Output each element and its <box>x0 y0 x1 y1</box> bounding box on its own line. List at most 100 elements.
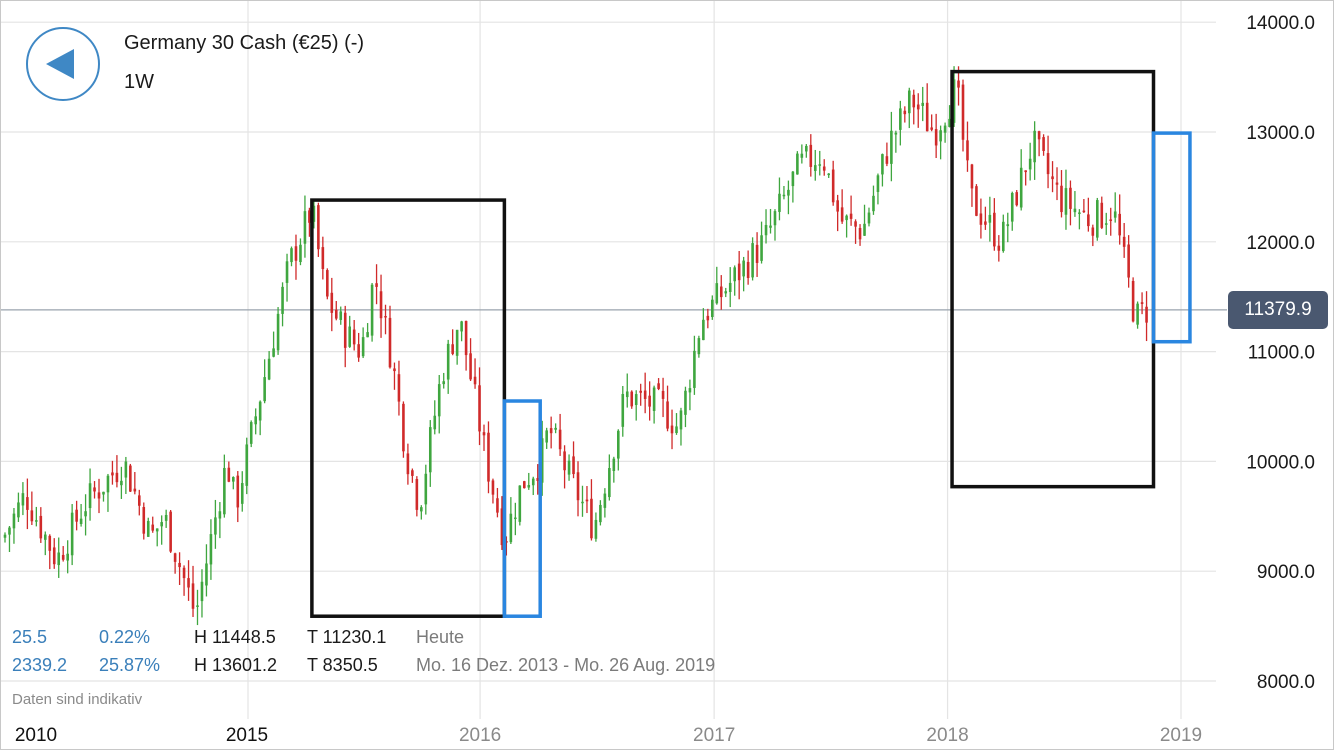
annotation-box-blue <box>502 399 542 618</box>
candle-body <box>1113 211 1117 218</box>
candle-body <box>3 534 7 538</box>
candle-body <box>648 395 651 407</box>
candle-body <box>773 211 777 226</box>
candle-body <box>724 291 728 294</box>
x-tick-label: 2018 <box>926 725 968 746</box>
candle-body <box>652 387 656 411</box>
candle-body <box>706 315 710 321</box>
range-high-value: H 13601.2 <box>194 655 278 675</box>
candle-body <box>455 329 459 356</box>
candle-body <box>943 125 947 133</box>
candle-body <box>1006 224 1010 227</box>
candle-body <box>1060 185 1063 213</box>
candle-body <box>352 329 356 345</box>
candle-body <box>791 171 795 187</box>
candle-body <box>285 261 289 283</box>
x-tick-label: 2019 <box>1160 725 1202 746</box>
candle-body <box>916 104 920 110</box>
candle-body <box>164 514 168 521</box>
candle-body <box>428 427 432 473</box>
candle-body <box>79 518 83 524</box>
candle-body <box>975 186 978 216</box>
candle-body <box>970 164 974 189</box>
back-button[interactable] <box>26 27 100 101</box>
candle-body <box>155 528 159 532</box>
candle-body <box>612 458 616 471</box>
candle-body <box>26 497 29 510</box>
candle-body <box>366 332 369 338</box>
candle-body <box>61 554 65 560</box>
candle-body <box>1024 170 1027 173</box>
candle-body <box>93 487 96 492</box>
axis-layer: 14000.0 13000.0 12000.0 11000.0 10000.0 9000.… <box>15 13 1315 746</box>
range-change-value: 2339.2 <box>12 655 68 675</box>
period-label: Heute <box>416 627 465 647</box>
candle-body <box>437 384 441 417</box>
candle-body <box>115 472 119 483</box>
candle-body <box>590 498 593 539</box>
candle-body <box>702 319 705 341</box>
candle-body <box>939 130 942 142</box>
candle-body <box>276 313 280 351</box>
candle-body <box>657 383 660 389</box>
candle-body <box>782 194 786 197</box>
candle-body <box>787 189 790 196</box>
candle-body <box>75 509 78 522</box>
y-tick-label: 12000.0 <box>1246 233 1315 254</box>
candle-body <box>1109 219 1113 221</box>
candle-body <box>451 344 454 354</box>
candle-body <box>370 284 374 336</box>
candle-body <box>809 144 813 167</box>
candle-body <box>357 344 360 358</box>
candle-body <box>12 513 16 529</box>
candle-body <box>858 227 862 240</box>
candle-body <box>294 246 298 261</box>
candle-body <box>339 311 343 320</box>
candle-body <box>585 499 589 502</box>
candle-body <box>272 348 275 357</box>
candle-body <box>1122 236 1126 247</box>
candle-body <box>406 453 410 475</box>
candle-body <box>684 390 687 415</box>
candle-body <box>321 247 325 270</box>
candle-body <box>30 510 34 522</box>
range-low-value: T 8350.5 <box>307 655 378 675</box>
candle-body <box>836 200 839 212</box>
candle-body <box>993 212 996 247</box>
candle-body <box>43 534 47 540</box>
candle-body <box>482 432 486 436</box>
x-tick-label: 2010 <box>15 725 57 746</box>
candle-body <box>863 223 866 236</box>
candle-body <box>57 552 61 566</box>
candle-layer <box>3 66 1148 626</box>
candle-body <box>102 491 105 495</box>
candle-body <box>1028 158 1032 170</box>
candle-body <box>599 504 602 523</box>
candle-body <box>334 309 338 319</box>
candle-body <box>697 338 701 355</box>
candle-body <box>84 511 87 517</box>
candle-body <box>348 326 352 347</box>
candle-body <box>464 320 468 356</box>
candle-body <box>1104 223 1108 225</box>
candle-body <box>120 480 123 486</box>
candle-body <box>813 165 817 171</box>
candle-body <box>711 299 714 318</box>
candle-body <box>326 270 329 297</box>
current-price-badge: 11379.9 <box>1228 291 1328 329</box>
candle-body <box>39 515 43 539</box>
candle-body <box>1082 210 1086 213</box>
candle-body <box>8 527 11 535</box>
y-tick-label: 8000.0 <box>1257 672 1315 693</box>
candle-body <box>133 488 137 492</box>
candle-body <box>796 153 799 175</box>
candle-body <box>742 260 745 277</box>
interval-selector[interactable]: 1W <box>124 71 154 93</box>
candle-body <box>446 343 450 380</box>
candle-body <box>66 553 69 561</box>
candle-body <box>290 248 293 263</box>
candle-body <box>755 244 759 263</box>
candle-body <box>984 221 987 225</box>
candle-body <box>433 415 437 430</box>
